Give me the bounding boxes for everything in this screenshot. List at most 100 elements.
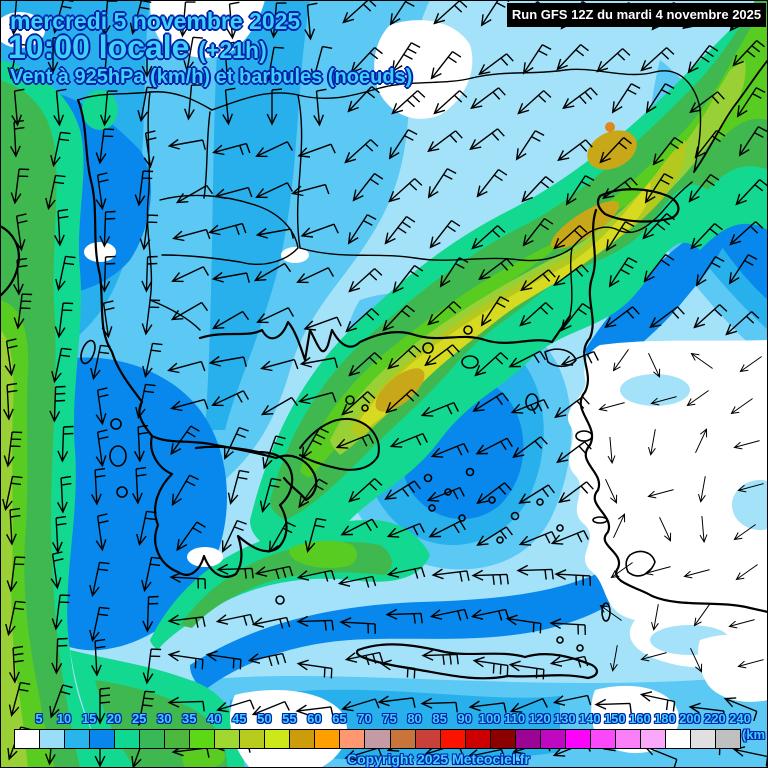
wind-barb — [95, 172, 109, 211]
wind-barb — [347, 214, 377, 245]
wind-barb — [211, 390, 250, 407]
wind-barb — [255, 182, 294, 199]
wind-barb — [141, 255, 158, 293]
shade-region — [82, 90, 118, 130]
wind-barb — [728, 254, 758, 285]
shade-region — [0, 330, 28, 768]
shade-calm — [0, 12, 45, 48]
wind-barb — [643, 254, 675, 283]
wind-barb — [478, 258, 514, 281]
wind-barb — [560, 350, 599, 366]
wind-barb — [433, 0, 468, 25]
wind-barb — [131, 466, 147, 505]
wind-barb — [651, 604, 659, 631]
wind-barb — [647, 489, 674, 499]
wind-barb — [554, 396, 590, 419]
wind-barb — [468, 700, 507, 713]
wind-barb — [687, 45, 719, 74]
island — [576, 644, 584, 652]
wind-barb — [13, 293, 33, 330]
wind-barb — [549, 655, 589, 668]
wind-barb — [50, 131, 71, 168]
wind-barb — [296, 569, 336, 582]
wind-barb — [221, 519, 247, 553]
wind-barb — [648, 429, 656, 456]
wind-barb — [183, 84, 202, 121]
shade-region — [620, 374, 690, 406]
wind-barb — [223, 426, 249, 460]
wind-barb — [737, 659, 764, 669]
wind-barb — [133, 424, 149, 463]
coastline-turkey-west — [579, 208, 768, 614]
wind-barb — [139, 214, 159, 251]
island — [361, 404, 369, 412]
wind-barb — [733, 524, 756, 541]
shade-region — [360, 182, 651, 428]
wind-barb — [688, 702, 725, 722]
border-line — [203, 111, 211, 199]
wind-barb — [433, 90, 468, 115]
shade-calm — [150, 0, 265, 58]
wind-barb — [137, 86, 157, 123]
border-line — [146, 91, 201, 331]
wind-barb — [170, 398, 209, 412]
wind-barb — [143, 130, 157, 169]
wind-barb — [522, 44, 552, 75]
wind-barb — [95, 513, 109, 552]
valid-time-label: 10:00 locale (+21h) — [8, 29, 267, 66]
island — [116, 486, 128, 498]
island — [109, 445, 127, 467]
wind-barb — [554, 569, 591, 586]
wind-barb — [610, 562, 633, 579]
wind-barb — [429, 220, 461, 249]
wind-barb — [348, 268, 383, 293]
wind-barb — [640, 652, 667, 662]
wind-barb — [723, 697, 758, 722]
wind-barb — [699, 515, 708, 544]
wind-barb — [522, 218, 554, 247]
island — [592, 516, 608, 524]
wind-barb — [648, 352, 661, 378]
wind-barb — [49, 684, 73, 719]
wind-barb — [310, 45, 333, 81]
island — [488, 496, 496, 504]
wind-barb — [45, 174, 66, 211]
wind-barb — [347, 86, 380, 113]
wind-barb — [421, 649, 459, 665]
border-line — [211, 77, 473, 111]
wind-barb — [303, 316, 342, 331]
wind-barb — [391, 90, 426, 115]
island — [536, 498, 544, 506]
wind-barb — [90, 344, 111, 381]
coastline-attica — [274, 454, 318, 502]
wind-barb — [518, 484, 555, 504]
wind-barb — [296, 659, 333, 679]
wind-barb — [47, 36, 64, 74]
wind-barb — [469, 128, 505, 151]
wind-barb — [99, 210, 116, 248]
wind-barb — [348, 352, 383, 377]
wind-barb — [296, 615, 334, 631]
island — [465, 467, 475, 477]
wind-barb — [392, 265, 424, 294]
wind-barb — [266, 88, 283, 126]
wind-barb — [385, 608, 423, 624]
wind-barb — [384, 216, 416, 245]
border-line — [471, 68, 702, 173]
wind-barb — [172, 228, 211, 242]
wind-barb — [216, 563, 254, 579]
wind-barb — [553, 264, 589, 287]
wind-barb — [612, 349, 629, 372]
wind-barb — [170, 425, 200, 456]
wind-barb — [644, 173, 674, 204]
wind-barb — [344, 651, 384, 666]
wind-barb — [134, 170, 154, 207]
wind-barb — [95, 429, 109, 468]
legend-unit-label: (km — [742, 727, 766, 742]
wind-barb — [736, 87, 766, 118]
forecast-offset-label: (+21h) — [198, 37, 267, 63]
wind-barb — [476, 482, 512, 505]
copyright-label: Copyright 2025 Meteociel.fr — [347, 751, 530, 767]
wind-barb — [515, 130, 545, 161]
